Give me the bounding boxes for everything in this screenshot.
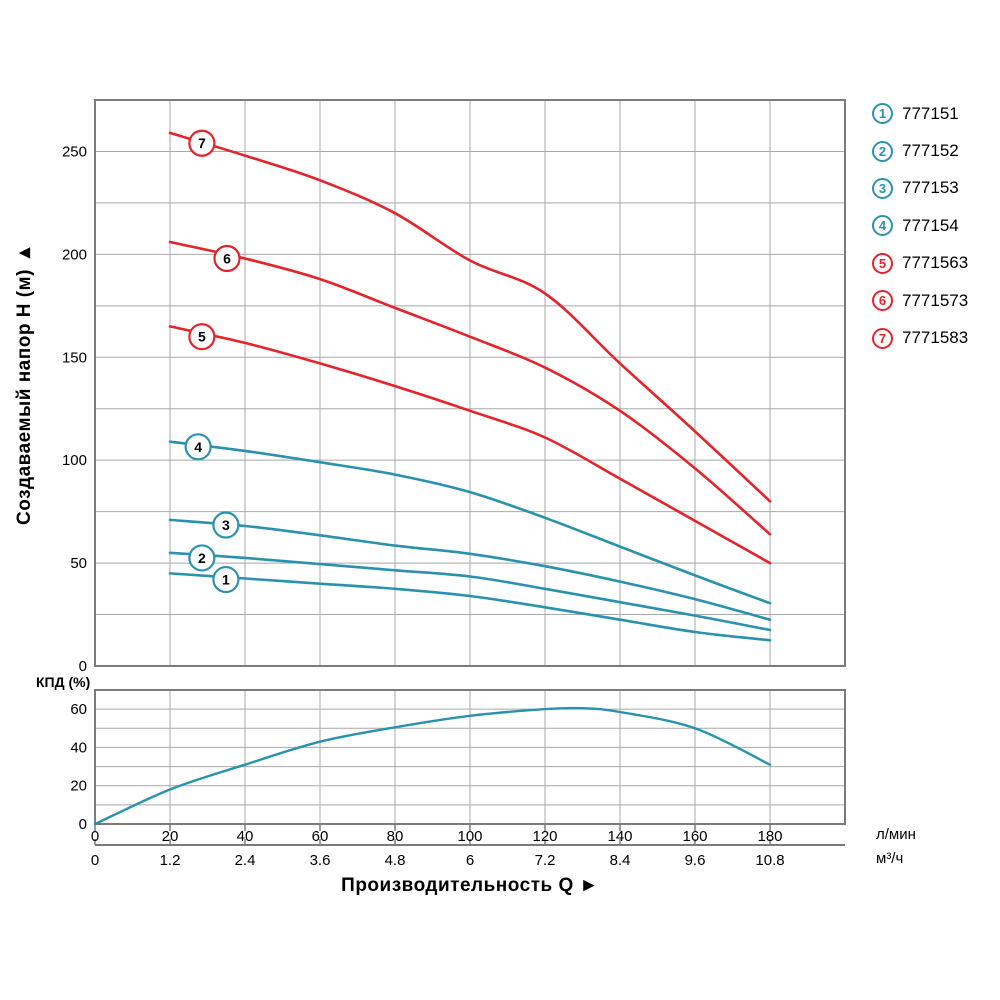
legend-item-7771583: 7 7771583 bbox=[872, 319, 968, 356]
eff-y-tick-label: 0 bbox=[79, 816, 87, 833]
legend-code: 777152 bbox=[902, 141, 959, 161]
y-axis-title-head: Создаваемый напор Н (м) ► bbox=[14, 241, 35, 525]
plot-frames bbox=[94, 99, 846, 825]
legend-marker-7: 7 bbox=[872, 327, 893, 349]
head-curve-3 bbox=[168, 518, 772, 621]
legend-item-7771573: 6 7771573 bbox=[872, 282, 968, 319]
curve-label-circle-2 bbox=[188, 544, 216, 572]
head-curve-5 bbox=[168, 325, 772, 565]
legend-code: 777153 bbox=[902, 178, 959, 198]
curve-label-circle-1 bbox=[212, 565, 240, 594]
eff-y-tick-label: 40 bbox=[70, 739, 87, 756]
x-tick-label-lmin: 60 bbox=[312, 828, 329, 845]
head-curve-4 bbox=[168, 440, 772, 605]
x-tick-label-lmin: 0 bbox=[91, 828, 99, 845]
x-tick-label-m3h: 6 bbox=[466, 852, 474, 869]
m3h-axis bbox=[94, 825, 845, 846]
head-y-tick-label: 50 bbox=[70, 555, 87, 572]
x-tick-label-lmin: 40 bbox=[237, 828, 254, 845]
legend-item-777152: 2 777152 bbox=[872, 132, 968, 169]
curve-label-number-6: 6 bbox=[223, 250, 231, 266]
head-curve-6 bbox=[168, 240, 772, 536]
gridlines bbox=[95, 100, 845, 824]
legend-marker-5: 5 bbox=[872, 252, 893, 274]
curve-label-circle-5 bbox=[188, 323, 216, 351]
legend-code: 7771573 bbox=[902, 290, 969, 310]
y-axis-title-efficiency: КПД (%) bbox=[36, 674, 91, 690]
curve-label-circle-6 bbox=[213, 244, 241, 273]
x-tick-label-m3h: 3.6 bbox=[310, 852, 331, 869]
head-curve-1 bbox=[168, 572, 772, 642]
curve-labels: 12 3 4 5 6 7 bbox=[184, 129, 241, 594]
curve-label-circle-4 bbox=[184, 433, 212, 461]
x-tick-label-m3h: 2.4 bbox=[235, 852, 256, 869]
x-axis-unit-m3-h: м³/ч bbox=[876, 850, 904, 867]
legend-marker-3: 3 bbox=[872, 177, 893, 199]
head-curves bbox=[168, 131, 772, 642]
x-tick-label-lmin: 80 bbox=[387, 828, 404, 845]
legend-code: 7771583 bbox=[902, 328, 969, 348]
x-tick-label-m3h: 4.8 bbox=[385, 852, 406, 869]
head-y-tick-label: 0 bbox=[79, 658, 87, 675]
x-tick-label-m3h: 8.4 bbox=[610, 852, 631, 869]
x-tick-label-lmin: 20 bbox=[162, 828, 179, 845]
head-y-tick-label: 200 bbox=[62, 246, 87, 263]
legend-item-777151: 1 777151 bbox=[872, 95, 968, 132]
legend: 1 777151 2 777152 3 777153 4 777154 5 7771563 6 777… bbox=[872, 95, 968, 357]
eff-plot-frame bbox=[94, 689, 846, 825]
legend-marker-1: 1 bbox=[872, 103, 893, 125]
x-tick-label-lmin: 100 bbox=[457, 828, 482, 845]
x-tick-label-m3h: 0 bbox=[91, 852, 99, 869]
x-tick-label-m3h: 1.2 bbox=[160, 852, 181, 869]
x-tick-label-m3h: 7.2 bbox=[535, 852, 556, 869]
curve-label-circle-7 bbox=[188, 129, 216, 157]
curve-label-number-7: 7 bbox=[198, 135, 206, 151]
curve-label-number-1: 1 bbox=[222, 572, 230, 588]
legend-item-777153: 3 777153 bbox=[872, 170, 968, 207]
curve-label-number-3: 3 bbox=[222, 517, 230, 533]
x-tick-label-lmin: 140 bbox=[607, 828, 632, 845]
x-axis-title-flow: Производительность Q ► bbox=[341, 875, 599, 896]
x-tick-label-lmin: 160 bbox=[682, 828, 707, 845]
x-axis-unit-l-min: л/мин bbox=[876, 826, 916, 843]
curve-label-circle-3 bbox=[212, 511, 240, 539]
eff-y-tick-label: 20 bbox=[70, 778, 87, 795]
legend-marker-2: 2 bbox=[872, 140, 893, 162]
x-tick-label-m3h: 9.6 bbox=[685, 852, 706, 869]
curve-label-number-5: 5 bbox=[198, 329, 206, 345]
legend-code: 7771563 bbox=[902, 253, 969, 273]
head-y-tick-label: 250 bbox=[62, 143, 87, 160]
head-curve-2 bbox=[168, 551, 772, 632]
eff-y-tick-label: 60 bbox=[70, 701, 87, 718]
x-tick-label-lmin: 180 bbox=[757, 828, 782, 845]
head-curve-7 bbox=[168, 131, 772, 503]
head-y-tick-label: 100 bbox=[62, 452, 87, 469]
x-tick-label-lmin: 120 bbox=[532, 828, 557, 845]
legend-code: 777154 bbox=[902, 215, 959, 235]
head-plot-frame bbox=[94, 99, 846, 667]
legend-item-7771563: 5 7771563 bbox=[872, 245, 968, 282]
curve-label-number-2: 2 bbox=[198, 550, 206, 566]
efficiency-curve bbox=[93, 706, 772, 826]
head-y-tick-label: 150 bbox=[62, 349, 87, 366]
legend-marker-4: 4 bbox=[872, 215, 893, 237]
x-tick-label-m3h: 10.8 bbox=[755, 852, 784, 869]
legend-marker-6: 6 bbox=[872, 290, 893, 312]
legend-item-777154: 4 777154 bbox=[872, 207, 968, 244]
legend-code: 777151 bbox=[902, 103, 959, 123]
curve-label-number-4: 4 bbox=[194, 439, 202, 455]
